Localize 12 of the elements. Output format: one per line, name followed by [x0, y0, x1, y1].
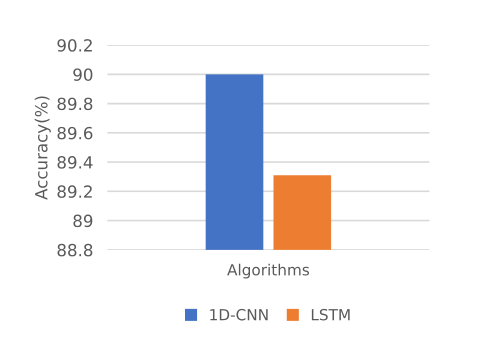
legend-label: 1D-CNN	[210, 308, 268, 320]
y-tick-label: 89.2	[57, 185, 92, 198]
y-tick-label: 90.2	[57, 39, 92, 52]
y-tick-label: 90	[73, 68, 92, 81]
y-axis-title: Accuracy(%)	[34, 96, 51, 200]
y-tick-label: 88.8	[57, 244, 92, 256]
y-tick-label: 89.8	[57, 98, 92, 110]
y-tick-label: 89	[73, 214, 92, 228]
x-tick-label: Algorithms	[227, 264, 310, 279]
legend-label: LSTM	[312, 308, 350, 320]
y-tick-label: 89.6	[57, 126, 92, 140]
y-tick-label: 89.4	[57, 156, 93, 169]
